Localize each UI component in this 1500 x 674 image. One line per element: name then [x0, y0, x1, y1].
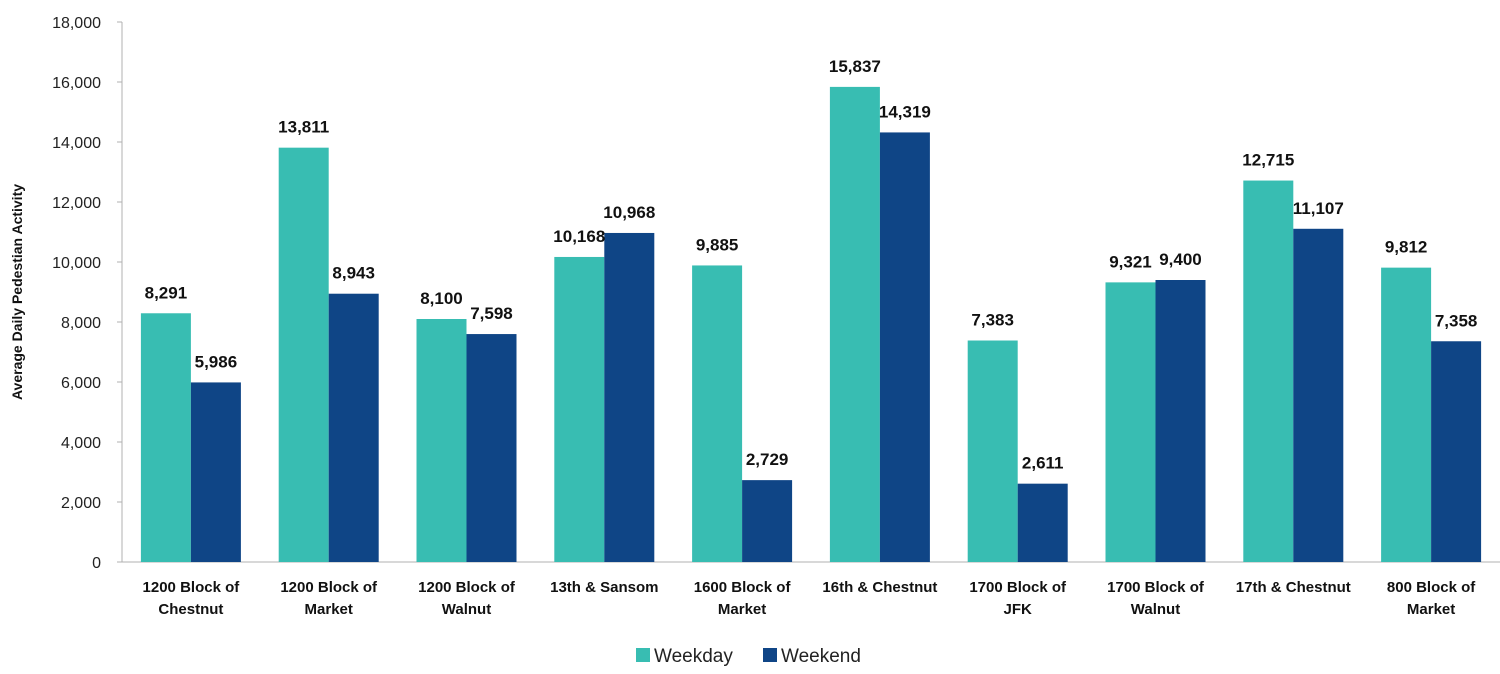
y-tick-label: 10,000: [52, 255, 101, 272]
bar-weekday: [829, 86, 880, 562]
x-tick-label: 1200 Block of: [280, 579, 378, 596]
x-tick-label: Walnut: [1131, 601, 1180, 618]
data-label-weekday: 13,811: [278, 118, 329, 137]
data-label-weekend: 14,319: [879, 102, 931, 121]
x-tick-label: Market: [718, 601, 766, 618]
bar-weekday: [692, 265, 743, 562]
data-label-weekday: 10,168: [553, 227, 605, 246]
y-tick-label: 2,000: [61, 495, 101, 512]
bar-weekday: [278, 147, 329, 563]
data-label-weekend: 5,986: [195, 352, 238, 371]
legend-label-weekday: Weekday: [654, 646, 733, 667]
bar-weekend: [879, 132, 930, 562]
x-tick-label: 13th & Sansom: [550, 579, 658, 596]
legend-label-weekend: Weekend: [781, 646, 861, 667]
y-tick-label: 8,000: [61, 315, 101, 332]
x-tick-label: 17th & Chestnut: [1236, 579, 1351, 596]
y-tick-label: 0: [92, 555, 101, 572]
y-tick-label: 4,000: [61, 435, 101, 452]
bar-weekend: [190, 382, 241, 562]
bar-weekend: [466, 334, 517, 562]
legend-swatch-weekday: [636, 648, 650, 662]
bar-weekday: [554, 256, 605, 562]
x-tick-label: Market: [305, 601, 353, 618]
y-axis-title: Average Daily Pedestian Activity: [9, 184, 25, 400]
x-tick-labels: 1200 Block of Chestnut 1200 Block of Market…: [143, 579, 1477, 618]
x-tick-label: 1600 Block of: [694, 579, 792, 596]
bar-weekend: [1155, 280, 1206, 562]
data-label-weekend: 2,729: [746, 450, 789, 469]
bar-weekday: [1381, 267, 1432, 562]
legend-swatch-weekend: [763, 648, 777, 662]
x-tick-label: 1200 Block of: [418, 579, 516, 596]
data-label-weekday: 12,715: [1242, 151, 1294, 170]
y-tick-label: 6,000: [61, 375, 101, 392]
x-tick-label: Market: [1407, 601, 1455, 618]
data-label-weekday: 9,885: [696, 235, 739, 254]
x-tick-label: Chestnut: [158, 601, 223, 618]
bar-weekend: [1017, 483, 1068, 562]
data-labels: 8,291 5,986 13,811 8,943 8,100 7,598 10,168 10,…: [145, 57, 1478, 473]
data-label-weekend: 2,611: [1022, 454, 1064, 473]
y-tick-label: 16,000: [52, 75, 101, 92]
y-axis-title-group: Average Daily Pedestian Activity: [9, 184, 25, 400]
bar-weekday: [416, 319, 467, 562]
bar-weekend: [604, 232, 655, 562]
bar-weekend: [742, 480, 793, 562]
bar-weekday: [1243, 180, 1294, 563]
data-label-weekend: 7,358: [1435, 311, 1478, 330]
bar-weekend: [1293, 228, 1344, 563]
legend: Weekday Weekend: [636, 646, 861, 667]
y-tick-label: 14,000: [52, 135, 101, 152]
x-tick-label: 800 Block of: [1387, 579, 1476, 596]
data-label-weekday: 15,837: [829, 57, 881, 76]
x-tick-label: 1700 Block of: [969, 579, 1067, 596]
x-tick-label: JFK: [1004, 601, 1033, 618]
data-label-weekday: 8,100: [420, 289, 463, 308]
bar-weekday: [140, 313, 191, 562]
bar-weekend: [328, 293, 379, 562]
bar-weekday: [1105, 282, 1156, 562]
bars: [140, 86, 1482, 563]
data-label-weekday: 7,383: [971, 311, 1014, 330]
y-tick-labels: 0 2,000 4,000 6,000 8,000 10,000 12,000 14,000 1…: [52, 15, 122, 572]
y-tick-label: 12,000: [52, 195, 101, 212]
data-label-weekday: 9,812: [1385, 238, 1428, 257]
data-label-weekend: 8,943: [332, 264, 375, 283]
data-label-weekend: 11,107: [1293, 199, 1344, 218]
x-tick-label: Walnut: [442, 601, 491, 618]
data-label-weekday: 8,291: [145, 283, 188, 302]
x-tick-label: 1200 Block of: [143, 579, 241, 596]
x-tick-label: 16th & Chestnut: [822, 579, 937, 596]
data-label-weekend: 7,598: [470, 304, 513, 323]
data-label-weekend: 10,968: [603, 203, 655, 222]
bar-weekday: [967, 340, 1018, 562]
bar-weekend: [1431, 341, 1482, 562]
x-tick-label: 1700 Block of: [1107, 579, 1205, 596]
data-label-weekday: 9,321: [1109, 252, 1152, 271]
data-label-weekend: 9,400: [1159, 250, 1202, 269]
y-tick-label: 18,000: [52, 15, 101, 32]
